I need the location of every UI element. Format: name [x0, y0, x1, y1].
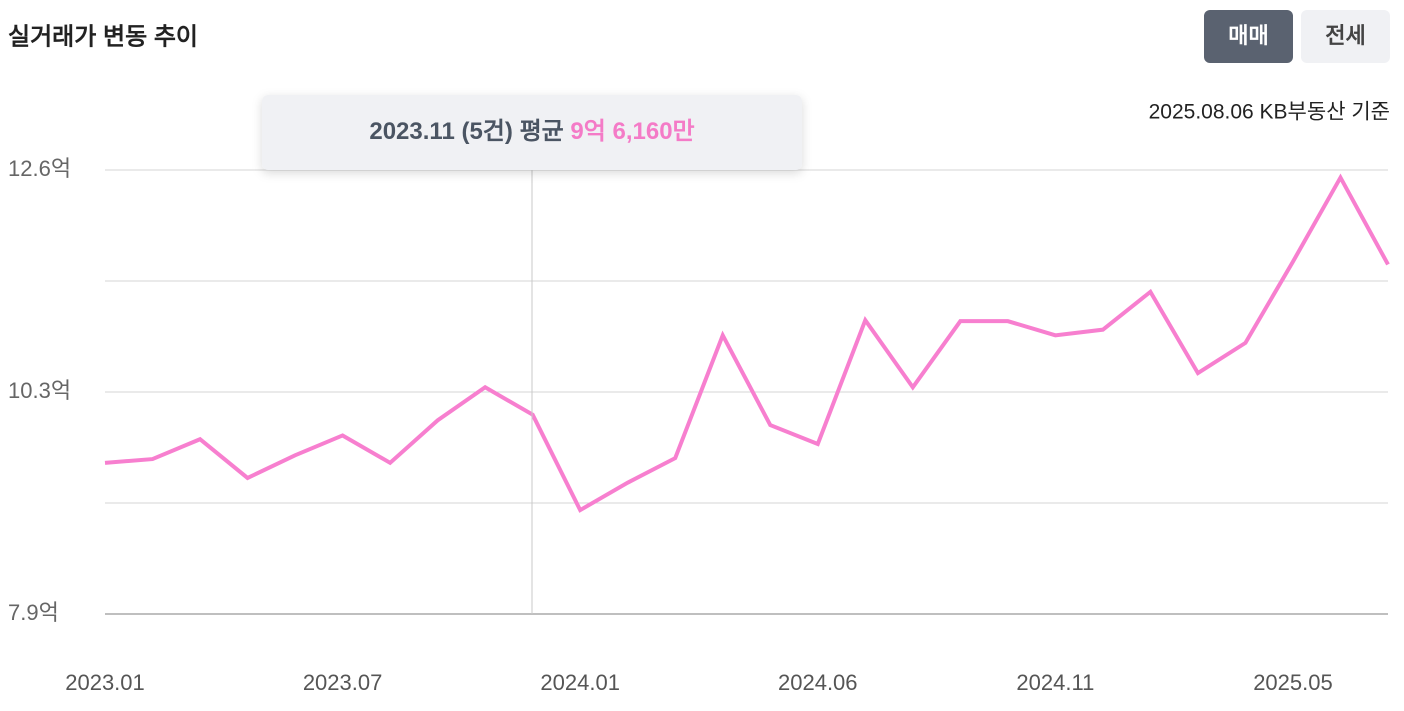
- x-tick-label: 2024.11: [1016, 670, 1094, 695]
- title: 실거래가 변동 추이: [8, 23, 198, 50]
- tooltip-value: 9억 6,160만: [570, 118, 694, 145]
- y-tick-label: 10.3억: [8, 378, 71, 403]
- line-series: [104, 173, 1390, 513]
- tooltip: [262, 95, 802, 170]
- x-tick-label: 2025.05: [1253, 670, 1333, 695]
- x-tick-label: 2024.06: [778, 670, 858, 695]
- tab-button[interactable]: [1301, 10, 1390, 63]
- tooltip-text: 2023.11 (5건) 평균 9억 6,160만: [369, 118, 694, 145]
- x-tick-label: 2023.01: [65, 670, 145, 695]
- y-tick-label: 7.9억: [8, 600, 59, 625]
- tab-label[interactable]: 전세: [1325, 23, 1365, 48]
- tooltip-label: 평균: [520, 118, 564, 145]
- tooltip-period: 2023.11: [369, 118, 454, 145]
- x-tick-label: 2024.01: [540, 670, 620, 695]
- y-tick-label: 12.6억: [8, 156, 71, 181]
- plot: 7.9억 10.3억 12.6억 2023.01 2023.07 2024.01 2024.…: [8, 156, 1390, 695]
- source-note: 2025.08.06 KB부동산 기준: [1149, 101, 1390, 124]
- tooltip-count: (5건): [461, 118, 512, 145]
- x-tick-label: 2023.07: [303, 670, 383, 695]
- tab-button-active[interactable]: [1204, 10, 1293, 63]
- tab-label[interactable]: 매매: [1228, 23, 1268, 48]
